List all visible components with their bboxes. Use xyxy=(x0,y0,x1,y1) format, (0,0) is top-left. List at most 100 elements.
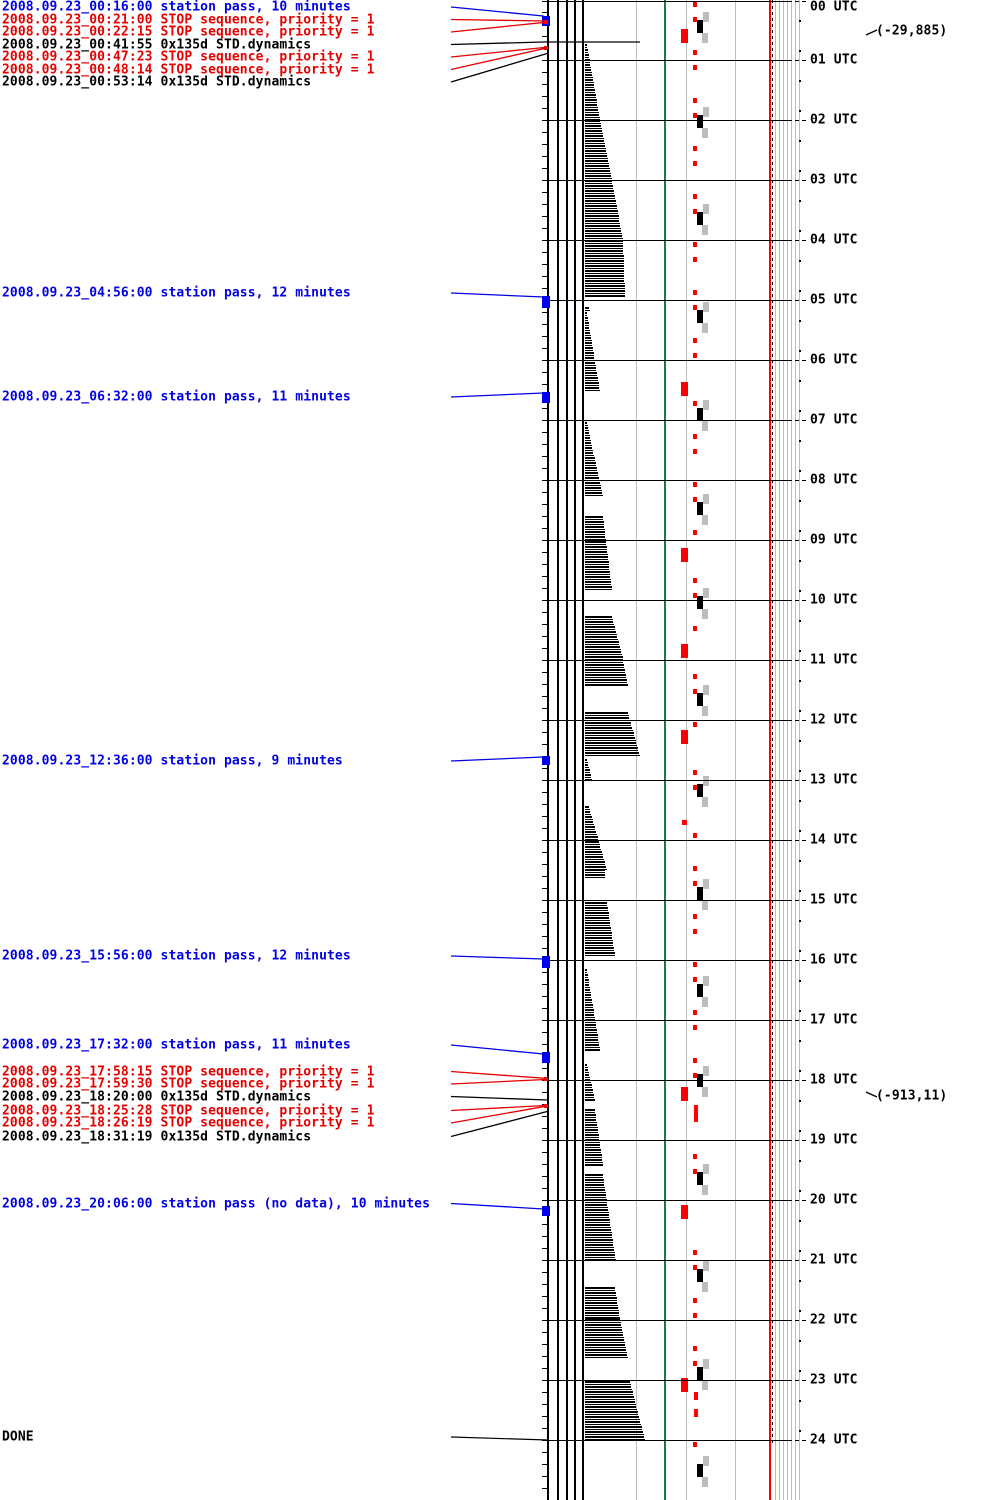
recorder-bar xyxy=(585,1431,643,1433)
recorder-bar xyxy=(585,971,588,974)
recorder-bar xyxy=(585,449,593,452)
recorder-bar xyxy=(585,563,609,566)
recorder-bar xyxy=(585,1401,636,1403)
recorder-bar xyxy=(585,447,593,449)
recorder-bar xyxy=(585,922,611,924)
half-hour-dot xyxy=(798,1130,801,1132)
recorder-bar xyxy=(585,556,608,558)
recorder-bar xyxy=(585,192,615,195)
half-hour-dot xyxy=(798,320,801,322)
minor-tick xyxy=(542,252,548,254)
recorder-bar xyxy=(585,71,592,74)
recorder-bar xyxy=(585,861,605,863)
recorder-bar xyxy=(585,1294,617,1297)
recorder-bar xyxy=(585,367,597,369)
event-dash xyxy=(693,770,697,775)
hour-line xyxy=(542,900,788,902)
half-hour-dot xyxy=(798,710,801,712)
recorder-bar xyxy=(585,929,612,932)
event-dash xyxy=(693,401,697,406)
recorder-bar xyxy=(585,1069,589,1071)
eclipse-gray-block xyxy=(702,1282,708,1292)
recorder-bar xyxy=(585,1219,610,1221)
recorder-bar xyxy=(585,74,593,76)
recorder-bar xyxy=(585,122,601,125)
hour-label: 12 UTC xyxy=(810,712,858,728)
recorder-bar xyxy=(585,979,589,981)
minor-tick xyxy=(542,348,548,350)
station-pass-marker xyxy=(542,1206,550,1216)
minor-tick xyxy=(542,1296,548,1298)
recorder-bar xyxy=(585,851,602,853)
half-hour-dot xyxy=(798,1220,801,1222)
minor-tick xyxy=(542,1464,548,1466)
recorder-bar xyxy=(585,280,625,282)
event-dash xyxy=(693,290,697,295)
event-leader-line xyxy=(450,392,544,398)
eclipse-gray-block xyxy=(702,1477,708,1487)
eclipse-black-block xyxy=(697,309,703,323)
recorder-bar xyxy=(585,1064,587,1066)
recorder-bar xyxy=(585,242,624,245)
minor-tick xyxy=(542,972,548,974)
event-dash xyxy=(693,242,697,247)
recorder-bar xyxy=(585,714,629,717)
recorder-bar xyxy=(585,309,591,312)
station-pass-marker xyxy=(542,956,550,968)
event-leader-line xyxy=(450,1078,546,1085)
recorder-bar xyxy=(585,1302,618,1304)
recorder-bar xyxy=(585,991,591,994)
half-hour-dot xyxy=(798,110,801,112)
recorder-bar xyxy=(585,646,621,648)
recorder-bar xyxy=(585,869,605,871)
recorder-bar xyxy=(585,317,588,319)
recorder-bar xyxy=(585,1014,595,1016)
half-hour-dot xyxy=(798,680,801,682)
recorder-bar xyxy=(585,1174,603,1176)
recorder-bar xyxy=(585,818,593,821)
recorder-bar xyxy=(585,277,625,280)
recorder-bar xyxy=(585,262,624,265)
eclipse-gray-block xyxy=(702,900,708,910)
event-dash xyxy=(693,353,697,358)
recorder-bar xyxy=(585,69,592,71)
recorder-bar xyxy=(585,384,599,387)
event-label: 2008.09.23_00:21:00 STOP sequence, prior… xyxy=(2,12,375,27)
minor-tick xyxy=(542,948,548,950)
minor-tick xyxy=(542,384,548,386)
hour-label: 18 UTC xyxy=(810,1072,858,1088)
hour-line xyxy=(542,1260,788,1262)
recorder-bar xyxy=(585,551,608,553)
eclipse-gray-block xyxy=(703,494,709,504)
minor-tick xyxy=(542,996,548,998)
recorder-bar xyxy=(585,1256,616,1259)
eclipse-gray-block xyxy=(703,685,709,695)
right-grid-line-6 xyxy=(794,0,796,1500)
hour-line xyxy=(542,480,788,482)
eclipse-gray-block xyxy=(702,515,708,525)
recorder-bar xyxy=(585,307,589,309)
hour-line xyxy=(542,1200,788,1202)
recorder-bar xyxy=(585,729,633,732)
recorder-bar xyxy=(585,1081,591,1084)
recorder-bar xyxy=(585,1349,627,1351)
recorder-bar xyxy=(585,996,592,999)
event-dash xyxy=(693,1346,697,1351)
recorder-bar xyxy=(585,932,612,934)
event-dash xyxy=(693,1058,697,1063)
recorder-bar xyxy=(585,937,613,939)
recorder-bar xyxy=(585,806,589,808)
minor-tick xyxy=(542,912,548,914)
recorder-bar xyxy=(585,1433,644,1436)
eclipse-black-block xyxy=(697,783,703,797)
hour-line xyxy=(542,720,788,722)
minor-tick xyxy=(542,468,548,470)
recorder-bar xyxy=(585,337,592,339)
recorder-bar xyxy=(585,357,595,359)
event-leader-line xyxy=(450,47,546,71)
recorder-bar xyxy=(585,217,619,220)
eclipse-gray-block xyxy=(703,107,709,117)
recorder-bar xyxy=(585,909,609,912)
hour-line-dashed xyxy=(788,1260,808,1262)
